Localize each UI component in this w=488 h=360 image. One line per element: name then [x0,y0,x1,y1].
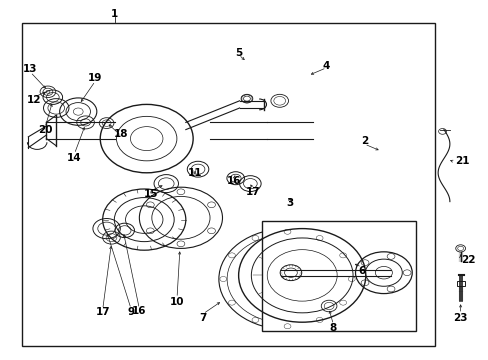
Text: 8: 8 [329,323,336,333]
Text: 22: 22 [460,255,474,265]
Bar [22,23,434,346]
Text: 11: 11 [187,168,202,178]
Text: 17: 17 [95,307,110,318]
Text: 14: 14 [67,153,81,163]
Text: 1: 1 [111,9,118,19]
Text: 19: 19 [88,73,102,84]
Text: 13: 13 [23,64,38,74]
Text: 21: 21 [454,156,468,166]
Text: 6: 6 [358,266,365,276]
Text: 23: 23 [452,312,467,323]
Text: 15: 15 [143,189,158,199]
Text: 2: 2 [360,136,367,146]
Text: 7: 7 [199,312,206,323]
Text: 3: 3 [285,198,292,208]
Text: 16: 16 [132,306,146,316]
Text: 10: 10 [169,297,184,307]
Text: 9: 9 [127,307,134,318]
Text: 5: 5 [235,48,242,58]
Text: 16: 16 [226,176,241,186]
Text: 18: 18 [114,129,128,139]
Text: 4: 4 [322,61,330,71]
Text: 20: 20 [38,125,52,135]
Bar [261,221,415,331]
Text: 12: 12 [27,95,41,105]
Text: 17: 17 [245,186,260,197]
